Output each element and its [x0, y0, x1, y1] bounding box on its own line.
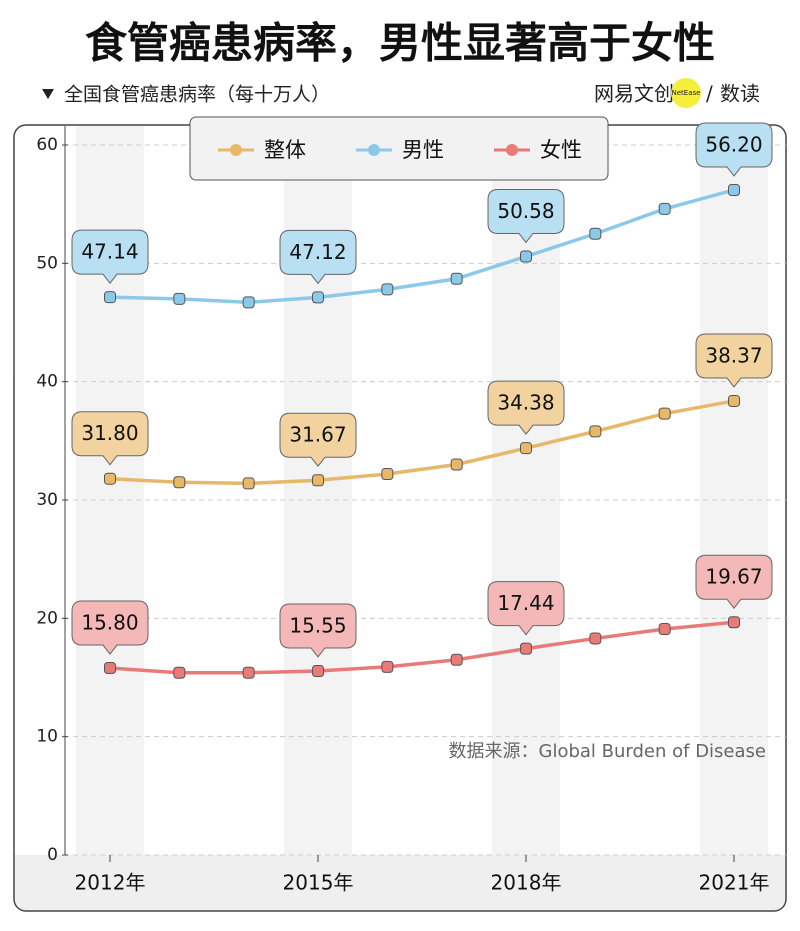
data-point — [242, 666, 255, 679]
legend-label: 男性 — [402, 138, 444, 162]
logo-badge-bg — [671, 78, 701, 108]
value-label: 50.58 — [497, 199, 554, 223]
y-tick-label: 20 — [36, 608, 58, 628]
data-point — [520, 250, 532, 263]
value-label: 15.55 — [289, 613, 346, 637]
value-label: 56.20 — [705, 132, 762, 156]
data-point — [450, 272, 463, 285]
data-point — [520, 442, 532, 455]
logo-slash: / — [706, 82, 713, 106]
legend-marker — [230, 144, 242, 156]
data-point — [728, 394, 740, 407]
value-label: 31.67 — [289, 423, 346, 447]
value-label-bubble — [71, 229, 149, 284]
legend-marker — [368, 144, 380, 156]
value-label-bubble — [487, 380, 565, 435]
data-point — [589, 227, 602, 240]
data-point — [520, 642, 532, 655]
logo-left: 网易文创 — [594, 82, 674, 106]
data-point — [173, 666, 186, 679]
data-point — [242, 296, 255, 309]
value-label-bubble — [279, 229, 357, 285]
data-point — [242, 477, 255, 490]
series-line — [109, 399, 735, 486]
x-axis-band — [15, 855, 785, 910]
value-label: 31.80 — [81, 421, 138, 445]
series-line — [109, 620, 735, 675]
value-label: 38.37 — [705, 343, 762, 367]
y-tick-label: 10 — [36, 727, 58, 747]
value-label-bubble — [279, 603, 357, 658]
series-line — [109, 188, 735, 305]
y-tick-label: 30 — [36, 490, 58, 510]
x-tick-label: 2012年 — [75, 871, 146, 895]
legend-label: 女性 — [540, 138, 582, 162]
value-label-bubble — [487, 188, 565, 244]
data-point — [589, 632, 602, 645]
data-point — [381, 660, 394, 673]
data-point — [104, 472, 116, 485]
data-point — [104, 291, 116, 304]
value-label: 19.67 — [705, 565, 762, 589]
value-label-bubble — [487, 581, 565, 636]
value-label-bubble — [695, 333, 773, 388]
subtitle-marker — [42, 89, 54, 99]
data-point — [173, 476, 186, 489]
legend-box — [189, 116, 609, 181]
data-point — [589, 425, 602, 438]
value-label: 15.80 — [81, 611, 138, 635]
legend-label: 整体 — [264, 138, 306, 162]
data-point — [381, 283, 394, 296]
value-label: 34.38 — [497, 391, 554, 415]
data-point — [312, 291, 324, 304]
value-label-bubble — [695, 122, 773, 177]
value-label-bubble — [71, 600, 149, 655]
data-point — [173, 292, 186, 305]
data-point — [312, 664, 324, 677]
chart-title: 食管癌患病率，男性显著高于女性 — [85, 19, 715, 68]
value-label-bubble — [695, 554, 773, 610]
data-point — [381, 467, 394, 480]
y-tick-label: 50 — [36, 253, 58, 273]
x-tick-label: 2021年 — [699, 871, 770, 895]
value-label: 47.14 — [81, 240, 138, 264]
y-tick-label: 40 — [36, 372, 58, 392]
x-tick-label: 2018年 — [491, 871, 562, 895]
data-point — [450, 653, 463, 666]
column-shade — [700, 126, 768, 855]
logo-badge: NetEase — [672, 89, 701, 97]
value-label: 17.44 — [497, 591, 554, 615]
data-point — [450, 458, 463, 471]
logo-right: 数读 — [720, 82, 760, 106]
y-tick-label: 0 — [47, 845, 58, 865]
chart-subtitle: 全国食管癌患病率（每十万人） — [64, 84, 330, 106]
data-point — [728, 616, 740, 629]
value-label-bubble — [71, 411, 149, 466]
x-tick-label: 2015年 — [283, 871, 354, 895]
data-point — [658, 202, 671, 215]
data-point — [312, 474, 324, 487]
data-point — [658, 407, 671, 420]
data-point — [658, 622, 671, 635]
data-point — [104, 662, 116, 675]
data-point — [728, 183, 740, 196]
source-note: 数据来源：Global Burden of Disease — [449, 741, 766, 762]
value-label: 47.12 — [289, 240, 346, 264]
legend-marker — [506, 144, 518, 156]
value-label-bubble — [279, 412, 357, 468]
y-tick-label: 60 — [36, 135, 58, 155]
